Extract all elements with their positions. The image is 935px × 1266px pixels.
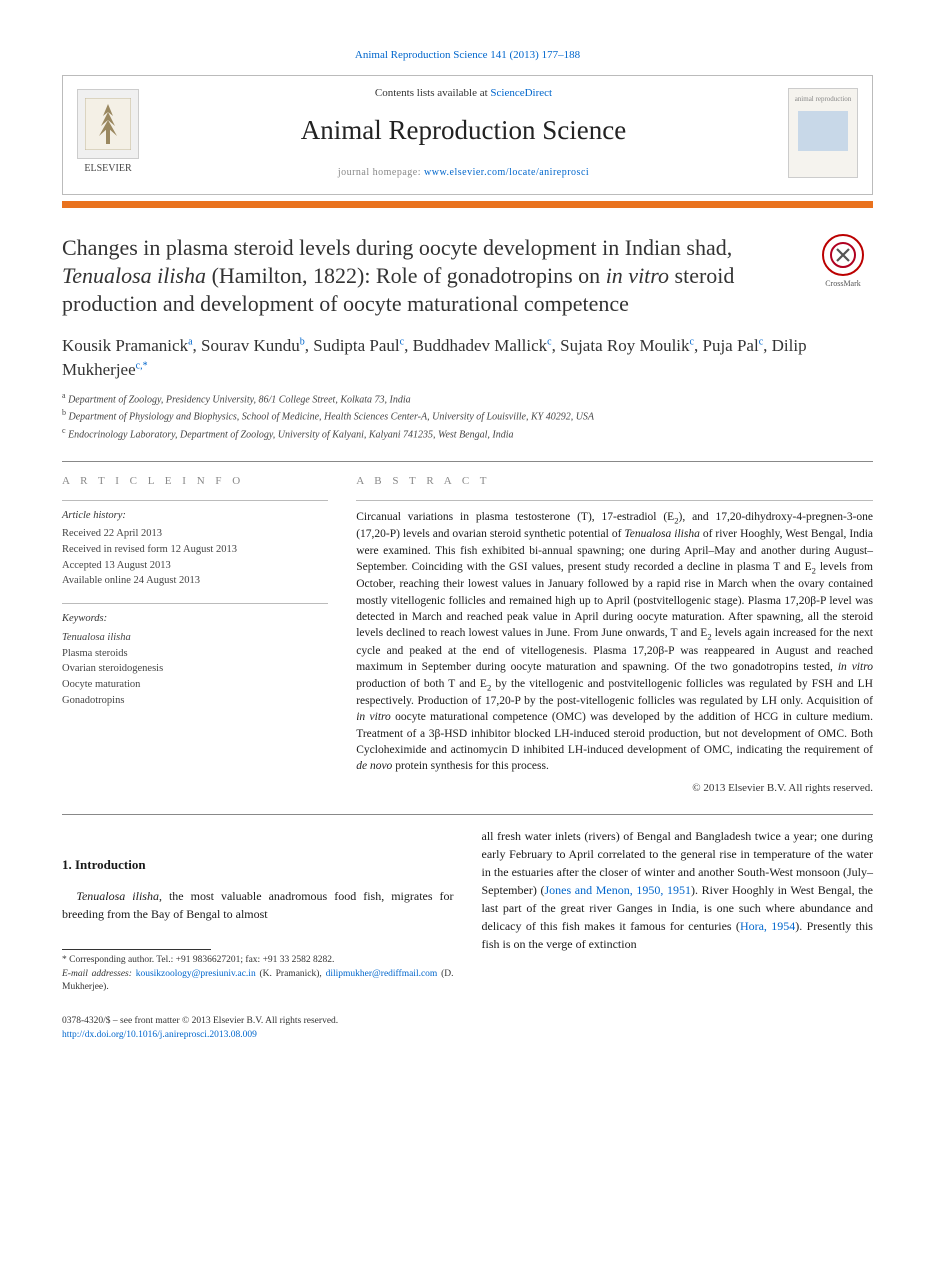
affiliation-line: c Endocrinology Laboratory, Department o… <box>62 425 873 443</box>
footnotes-block: * Corresponding author. Tel.: +91 983662… <box>62 954 454 995</box>
article-info-heading: a r t i c l e i n f o <box>62 474 328 489</box>
keyword-line: Oocyte maturation <box>62 677 328 693</box>
publisher-name: ELSEVIER <box>77 162 139 176</box>
cover-image-icon <box>798 111 848 151</box>
history-line: Received in revised form 12 August 2013 <box>62 542 328 558</box>
journal-homepage-link[interactable]: www.elsevier.com/locate/anireprosci <box>424 167 589 178</box>
journal-cover-thumbnail: animal reproduction <box>788 88 858 178</box>
journal-title: Animal Reproduction Science <box>139 112 788 150</box>
journal-header-box: ELSEVIER Contents lists available at Sci… <box>62 75 873 194</box>
citation-line: Animal Reproduction Science 141 (2013) 1… <box>62 48 873 63</box>
email-link-1[interactable]: kousikzoology@presiuniv.ac.in <box>136 969 256 979</box>
intro-para-1: Tenualosa ilisha, the most valuable anad… <box>62 887 454 923</box>
corresponding-author: * Corresponding author. Tel.: +91 983662… <box>62 954 454 968</box>
bottom-meta-row: 0378-4320/$ – see front matter © 2013 El… <box>62 1015 873 1042</box>
crossmark-icon <box>822 234 864 276</box>
accent-bar <box>62 201 873 208</box>
footnote-rule <box>62 949 211 950</box>
email-line: E-mail addresses: kousikzoology@presiuni… <box>62 968 454 996</box>
crossmark-label: CrossMark <box>825 278 861 289</box>
history-line: Available online 24 August 2013 <box>62 573 328 589</box>
affiliations-block: a Department of Zoology, Presidency Univ… <box>62 390 873 443</box>
keyword-line: Tenualosa ilisha <box>62 630 328 646</box>
affiliation-line: a Department of Zoology, Presidency Univ… <box>62 390 873 408</box>
history-line: Received 22 April 2013 <box>62 526 328 542</box>
journal-homepage-line: journal homepage: www.elsevier.com/locat… <box>139 166 788 180</box>
article-info-column: a r t i c l e i n f o Article history: R… <box>62 474 328 796</box>
history-line: Accepted 13 August 2013 <box>62 558 328 574</box>
keyword-line: Gonadotropins <box>62 693 328 709</box>
abstract-copyright: © 2013 Elsevier B.V. All rights reserved… <box>356 781 873 797</box>
article-title: Changes in plasma steroid levels during … <box>62 234 795 318</box>
body-two-column: 1. Introduction Tenualosa ilisha, the mo… <box>62 827 873 995</box>
email-link-2[interactable]: dilipmukher@rediffmail.com <box>326 969 438 979</box>
crossmark-badge[interactable]: CrossMark <box>813 234 873 294</box>
history-title: Article history: <box>62 509 328 524</box>
elsevier-tree-icon <box>77 89 139 159</box>
page-container: Animal Reproduction Science 141 (2013) 1… <box>0 0 935 1082</box>
abstract-heading: a b s t r a c t <box>356 474 873 490</box>
keyword-line: Ovarian steroidogenesis <box>62 661 328 677</box>
introduction-heading: 1. Introduction <box>62 855 454 875</box>
issn-line: 0378-4320/$ – see front matter © 2013 El… <box>62 1015 338 1028</box>
sciencedirect-link[interactable]: ScienceDirect <box>490 87 552 99</box>
keyword-line: Plasma steroids <box>62 646 328 662</box>
cover-thumb-label: animal reproduction <box>795 95 852 105</box>
doi-link[interactable]: http://dx.doi.org/10.1016/j.anireprosci.… <box>62 1030 257 1040</box>
section-divider <box>62 461 873 462</box>
affiliation-line: b Department of Physiology and Biophysic… <box>62 407 873 425</box>
abstract-text: Circanual variations in plasma testoster… <box>356 509 873 775</box>
abstract-column: a b s t r a c t Circanual variations in … <box>356 474 873 796</box>
authors-line: Kousik Pramanicka, Sourav Kundub, Sudipt… <box>62 334 873 382</box>
section-divider-2 <box>62 814 873 815</box>
keywords-title: Keywords: <box>62 612 328 627</box>
publisher-block: ELSEVIER <box>77 89 139 176</box>
intro-para-2: all fresh water inlets (rivers) of Benga… <box>482 827 874 953</box>
contents-lists-line: Contents lists available at ScienceDirec… <box>139 86 788 101</box>
